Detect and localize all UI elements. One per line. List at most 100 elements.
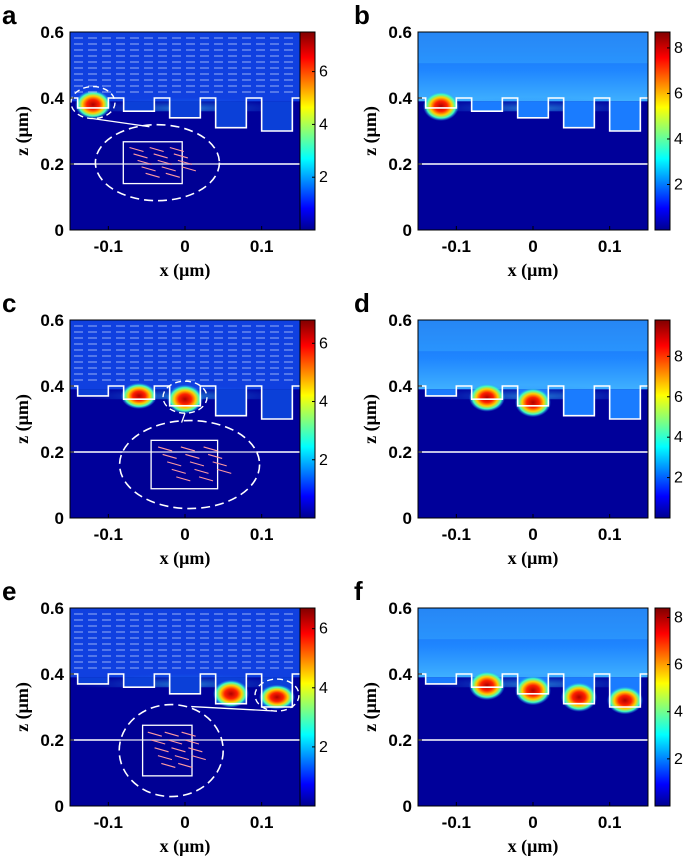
y-tick-label: 0.6 — [40, 311, 64, 330]
colorbar-tick-label: 2 — [674, 751, 683, 768]
inset-arrow — [174, 755, 189, 761]
y-tick-label: 0.2 — [388, 731, 412, 750]
grating-outline — [70, 97, 300, 132]
grating-outline — [70, 673, 300, 708]
x-tick-label: 0.1 — [250, 237, 274, 256]
y-tick-label: 0 — [55, 509, 64, 528]
hotspot — [121, 382, 157, 409]
inset-arrow — [169, 146, 184, 153]
upper-field — [70, 32, 300, 102]
groove-fill — [609, 389, 641, 419]
y-axis-label: z (μm) — [360, 106, 381, 156]
grating-outline — [418, 673, 648, 708]
colorbar-tick-label: 4 — [674, 704, 683, 721]
y-tick-label: 0 — [55, 221, 64, 240]
x-tick-label: 0 — [180, 525, 189, 544]
inset-arrow — [194, 468, 209, 474]
x-tick-label: 0.1 — [250, 525, 274, 544]
colorbar-tick-label: 6 — [674, 657, 683, 674]
inset-arrow — [162, 453, 177, 459]
inset-arrow — [153, 153, 168, 159]
groove-fill — [425, 389, 457, 396]
inset-arrow — [141, 166, 156, 172]
hotspot — [515, 675, 551, 706]
inset-pointer — [191, 705, 278, 712]
y-tick-label: 0.4 — [40, 377, 64, 396]
inset-box — [141, 724, 193, 777]
colorbar — [654, 607, 671, 807]
y-tick-label: 0.2 — [40, 443, 64, 462]
y-tick-label: 0 — [55, 797, 64, 816]
inset-source-ring — [70, 85, 116, 120]
hotspot — [213, 679, 249, 708]
inset-source-ring — [162, 380, 208, 414]
upper-field — [418, 608, 648, 678]
colorbar-tick-label: 4 — [319, 394, 328, 411]
groove-fill — [425, 677, 457, 684]
inset-arrow — [177, 159, 193, 165]
colorbar-tick-label: 4 — [319, 680, 328, 697]
inset-ring — [118, 703, 224, 798]
panel-c: 0 0.2 0.4 0.6 -0.1 0 0.1 x (μm) z (μm) c 2 4 6 — [2, 288, 328, 569]
inset-source-ring — [254, 678, 300, 712]
hotspot — [469, 383, 505, 412]
panel-letter: c — [2, 288, 16, 318]
inset-arrow — [165, 172, 180, 178]
x-tick-label: -0.1 — [442, 237, 471, 256]
hotspot — [515, 387, 551, 418]
y-tick-label: 0.4 — [40, 665, 64, 684]
inset-arrow — [180, 446, 196, 452]
inset-arrow — [167, 739, 183, 745]
hotspot — [469, 671, 505, 701]
inset-arrow — [161, 762, 176, 768]
panel-letter: b — [354, 0, 370, 30]
colorbar-tick-label: 4 — [674, 131, 683, 148]
groove-fill — [609, 101, 641, 131]
y-axis-label: z (μm) — [360, 394, 381, 444]
inset-arrow — [149, 146, 164, 153]
inset-arrow — [184, 739, 200, 745]
groove-fill — [123, 677, 155, 688]
x-axis-label: x (μm) — [508, 836, 559, 857]
hotspot — [167, 384, 203, 414]
upper-field-shade — [418, 32, 648, 64]
y-tick-label: 0.2 — [388, 443, 412, 462]
upper-field — [418, 320, 648, 390]
inset-arrow — [212, 461, 227, 467]
x-tick-label: -0.1 — [442, 525, 471, 544]
colorbar-tick-label: 8 — [674, 348, 683, 365]
panel-letter: e — [2, 576, 16, 606]
colorbar-tick-label: 8 — [674, 40, 683, 57]
x-tick-label: 0 — [180, 237, 189, 256]
inset-arrow — [167, 461, 182, 467]
panel-f: 0 0.2 0.4 0.6 -0.1 0 0.1 x (μm) z (μm) f 2 4 6 8 — [354, 576, 683, 857]
y-tick-label: 0.2 — [388, 155, 412, 174]
inset-arrow — [181, 731, 196, 737]
colorbar-tick-label: 2 — [319, 452, 328, 469]
upper-field — [70, 608, 300, 678]
hotspot — [561, 682, 597, 712]
grating-outline — [70, 385, 300, 420]
panel-letter: a — [2, 0, 17, 30]
upper-field-shade — [418, 608, 648, 640]
heatmap-area — [418, 320, 648, 518]
x-tick-label: 0 — [528, 237, 537, 256]
inset-arrow — [151, 739, 166, 745]
panel-a: 0 0.2 0.4 0.6 -0.1 0 0.1 x (μm) z (μm) a 2 4 6 — [2, 0, 328, 281]
x-axis-label: x (μm) — [508, 260, 559, 281]
x-tick-label: -0.1 — [442, 813, 471, 832]
groove-fill — [77, 677, 109, 684]
hotspot — [75, 90, 111, 119]
x-axis-label: x (μm) — [160, 836, 211, 857]
panel-d: 0 0.2 0.4 0.6 -0.1 0 0.1 x (μm) z (μm) d 2 4 6 8 — [354, 288, 683, 569]
inset-arrow — [171, 468, 186, 474]
inset-arrow — [129, 146, 144, 153]
inset-arrow — [217, 468, 232, 474]
colorbar — [654, 319, 671, 519]
groove-fill — [169, 101, 201, 118]
groove-fill — [169, 677, 201, 694]
y-tick-label: 0.6 — [388, 311, 412, 330]
inset-arrow — [176, 476, 191, 482]
y-tick-label: 0.4 — [388, 89, 412, 108]
colorbar-tick-label: 6 — [674, 389, 683, 406]
